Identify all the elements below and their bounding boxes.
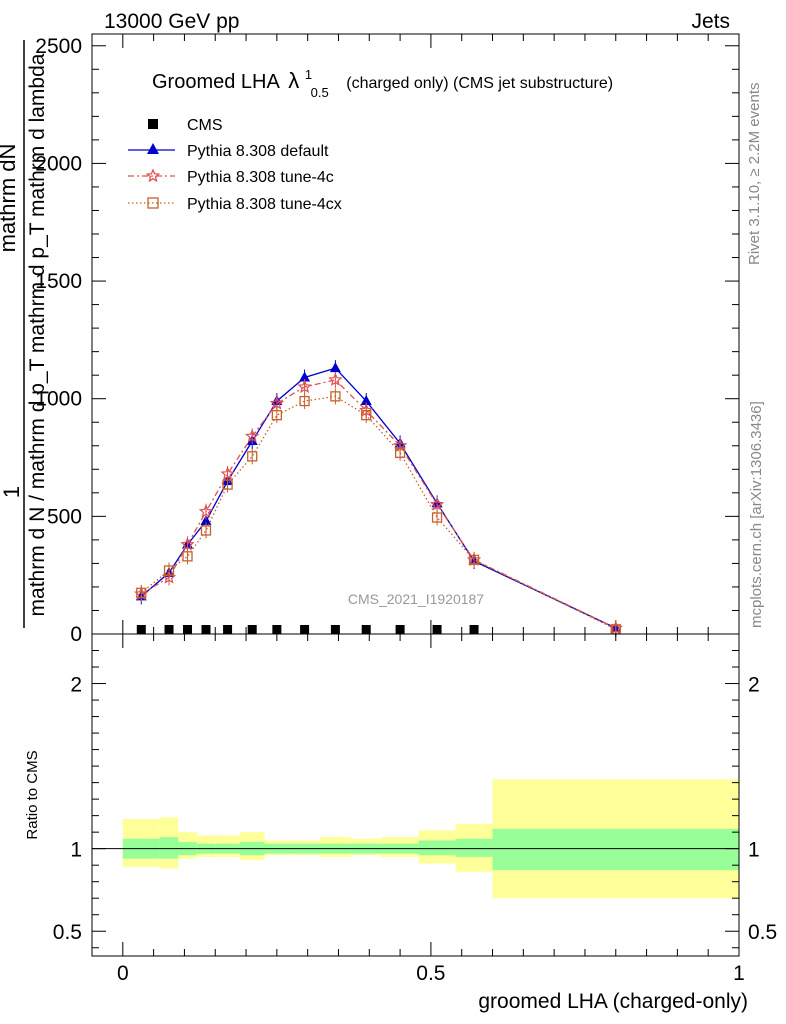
data-point-star — [198, 504, 214, 518]
data-point-star — [180, 537, 195, 551]
series-0 — [136, 625, 479, 634]
ratio-panel-frame — [91, 633, 740, 957]
ratio-ylabel: Ratio to CMS — [24, 750, 41, 839]
data-point-triangle — [360, 395, 372, 406]
ratio-y-tick-label: 0.5 — [53, 921, 82, 944]
main-panel: 0 500 1000 1500 2000 2500 Groomed LHA λ 1 0.5… — [35, 33, 740, 646]
data-point-triangle — [200, 515, 212, 526]
ratio-band-inner — [418, 840, 456, 856]
legend-marker-square — [148, 119, 158, 129]
ratio-panel-ticks: 0.5 0.51 12 20 0.5 1 — [53, 634, 777, 985]
cms-data-point — [136, 625, 146, 634]
header-left: 13000 GeV pp — [104, 10, 239, 33]
x-tick-label: 1 — [733, 962, 745, 985]
data-point-star — [245, 428, 260, 443]
legend: CMS Pythia 8.308 default Pythia 8.308 tu… — [128, 117, 342, 213]
ratio-band-inner — [159, 837, 179, 859]
rivet-label: Rivet 3.1.10, ≥ 2.2M events — [746, 83, 763, 266]
data-point-open-square — [468, 554, 480, 566]
data-point-open-square — [271, 410, 283, 421]
series-3 — [136, 388, 621, 638]
chart-subtitle: (charged only) (CMS jet substructure) — [346, 75, 613, 92]
cms-data-point — [164, 625, 174, 634]
chart-title-symbol: λ — [288, 68, 299, 93]
legend-label: Pythia 8.308 default — [187, 143, 329, 160]
data-point-star — [429, 497, 445, 511]
legend-item-cms: CMS — [148, 117, 223, 134]
data-point-open-square — [222, 479, 233, 490]
ratio-band-inner — [455, 838, 493, 857]
header-right: Jets — [691, 10, 730, 33]
data-point-open-square — [136, 587, 147, 598]
ratio-y-tick-label-right: 0.5 — [748, 921, 777, 944]
legend-item-tune4c: Pythia 8.308 tune-4c — [128, 168, 334, 186]
data-point-triangle — [299, 371, 311, 382]
ratio-y-tick-label-right: 2 — [748, 674, 760, 697]
chart-title: Groomed LHA λ 1 0.5 (charged only) (CMS … — [152, 62, 613, 102]
chart-title-superscript: 1 — [305, 67, 312, 82]
main-panel-series — [134, 360, 623, 638]
x-tick-label: 0.5 — [416, 962, 445, 985]
series-2 — [134, 371, 623, 637]
ylabel-denominator: mathrm d N / mathrm d p_T mathrm d p_T m… — [26, 53, 49, 616]
data-point-open-square — [299, 395, 310, 407]
analysis-watermark: CMS_2021_I1920187 — [348, 591, 484, 607]
cms-data-point — [395, 625, 405, 634]
cms-data-point — [183, 625, 193, 634]
x-axis-label: groomed LHA (charged-only) — [478, 990, 748, 1013]
y-tick-label: 1000 — [35, 388, 82, 411]
ratio-panel: 0.5 0.51 12 20 0.5 1 Ratio to CMS groomed LHA… — [24, 633, 777, 1013]
legend-item-tune4cx: Pythia 8.308 tune-4cx — [128, 196, 342, 213]
data-point-star — [297, 379, 312, 394]
legend-marker-open-square — [147, 197, 159, 209]
data-point-star — [269, 395, 285, 410]
ylabel-numerator: mathrm dN — [0, 144, 20, 253]
legend-marker-star — [145, 168, 161, 183]
cms-data-point — [223, 625, 233, 634]
cms-data-point — [469, 625, 479, 634]
data-point-triangle — [329, 362, 341, 373]
cms-data-point — [300, 625, 310, 634]
mcplots-label: mcplots.cern.ch [arXiv:1306.3436] — [748, 401, 765, 628]
data-point-open-square — [394, 447, 406, 458]
cms-data-point — [361, 625, 371, 634]
cms-data-point — [201, 625, 211, 634]
data-point-open-square — [247, 451, 258, 462]
ratio-y-tick-label-right: 1 — [748, 839, 760, 862]
chart-title-subscript: 0.5 — [311, 85, 329, 100]
y-tick-label: 0 — [70, 623, 82, 646]
legend-label: Pythia 8.308 tune-4c — [187, 169, 334, 186]
y-tick-label: 2500 — [35, 35, 82, 58]
legend-marker-triangle — [147, 143, 159, 154]
ratio-y-tick-label: 1 — [70, 839, 82, 862]
data-point-open-square — [330, 391, 341, 402]
main-panel-ticks: 0 500 1000 1500 2000 2500 — [35, 34, 740, 646]
y-tick-label: 1500 — [35, 270, 82, 293]
data-point-open-square — [182, 551, 193, 562]
ratio-y-tick-label: 2 — [70, 674, 82, 697]
ratio-bands — [122, 779, 739, 899]
data-point-open-square — [431, 512, 443, 523]
legend-item-default: Pythia 8.308 default — [128, 143, 329, 160]
data-point-open-square — [200, 525, 212, 536]
data-point-open-square — [163, 565, 175, 576]
data-point-open-square — [361, 410, 372, 421]
chart-title-text: Groomed LHA — [152, 71, 280, 93]
cms-data-point — [330, 625, 340, 634]
y-tick-label: 2000 — [35, 152, 82, 175]
legend-label: Pythia 8.308 tune-4cx — [187, 196, 342, 213]
ratio-band-inner — [492, 828, 739, 871]
y-tick-label: 500 — [47, 505, 82, 528]
legend-label: CMS — [187, 117, 223, 134]
series-line — [140, 367, 617, 629]
x-tick-label: 0 — [117, 962, 129, 985]
cms-data-point — [247, 625, 257, 634]
upper-ylabel: 1 mathrm dN mathrm d N / mathrm d p_T ma… — [0, 40, 49, 628]
cms-data-point — [432, 625, 442, 634]
data-point-star — [328, 372, 343, 386]
ylabel-top: 1 — [0, 486, 24, 498]
cms-data-point — [272, 625, 282, 634]
series-line — [140, 379, 617, 629]
